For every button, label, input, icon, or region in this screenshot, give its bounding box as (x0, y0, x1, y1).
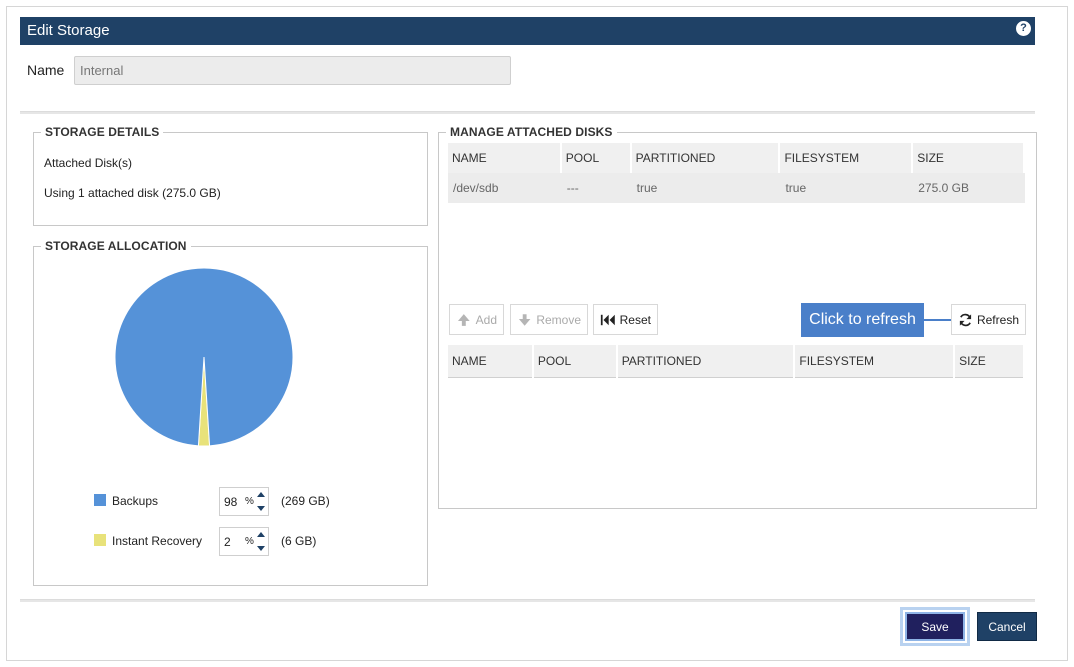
column-header-pool[interactable]: POOL (560, 143, 632, 173)
remove-button-label: Remove (536, 312, 581, 327)
help-icon[interactable]: ? (1016, 21, 1031, 36)
instant-recovery-swatch (94, 534, 106, 546)
name-label: Name (27, 62, 65, 78)
backups-percent-value[interactable]: 98 (224, 495, 238, 509)
tooltip-pointer-line (924, 319, 957, 321)
cell-filesystem: true (779, 173, 914, 203)
name-input[interactable]: Internal (74, 56, 511, 85)
storage-details-panel: STORAGE DETAILS Attached Disk(s) Using 1… (33, 125, 428, 226)
add-button[interactable]: Add (449, 304, 504, 335)
column-header-size[interactable]: SIZE (912, 143, 1025, 173)
remove-button[interactable]: Remove (510, 304, 588, 335)
cell-name: /dev/sdb (448, 173, 562, 203)
percent-unit: % (245, 536, 254, 547)
column-header-partitioned[interactable]: PARTITIONED (616, 345, 796, 378)
cell-size: 275.0 GB (912, 173, 1025, 203)
increment-arrow-icon[interactable] (257, 492, 265, 497)
attached-disks-label: Attached Disk(s) (44, 156, 133, 170)
save-button-focus-ring (900, 607, 970, 646)
column-header-name[interactable]: NAME (448, 143, 562, 173)
refresh-button-label: Refresh (976, 312, 1019, 327)
cancel-button[interactable]: Cancel (977, 612, 1037, 641)
backups-size: (269 GB) (281, 494, 330, 508)
add-button-label: Add (475, 312, 497, 327)
storage-allocation-panel: STORAGE ALLOCATION (33, 239, 428, 586)
storage-details-legend: STORAGE DETAILS (41, 125, 164, 139)
refresh-button[interactable]: Refresh (951, 304, 1026, 335)
attached-disks-table: NAME POOL PARTITIONED FILESYSTEM SIZE /d… (448, 143, 1025, 203)
column-header-filesystem[interactable]: FILESYSTEM (779, 143, 914, 173)
instant-recovery-percent-spinner[interactable]: 2 % (219, 527, 269, 556)
arrow-down-icon (518, 313, 531, 326)
dialog-titlebar: Edit Storage ? (20, 17, 1035, 45)
backups-swatch (94, 494, 106, 506)
bottom-divider (20, 599, 1035, 602)
dialog-title: Edit Storage (27, 22, 110, 39)
instant-recovery-percent-value[interactable]: 2 (224, 535, 231, 549)
rewind-icon (600, 314, 615, 325)
pie-slice-backups (114, 267, 294, 447)
column-header-pool[interactable]: POOL (532, 345, 618, 378)
column-header-filesystem[interactable]: FILESYSTEM (794, 345, 956, 378)
table-header-row: NAME POOL PARTITIONED FILESYSTEM SIZE (448, 345, 1025, 378)
increment-arrow-icon[interactable] (257, 532, 265, 537)
decrement-arrow-icon[interactable] (257, 506, 265, 511)
cell-pool: --- (560, 173, 632, 203)
column-header-size[interactable]: SIZE (954, 345, 1025, 378)
save-button[interactable]: Save (905, 612, 965, 641)
allocation-pie-chart (114, 267, 294, 447)
storage-allocation-legend: STORAGE ALLOCATION (41, 239, 191, 253)
available-disks-table: NAME POOL PARTITIONED FILESYSTEM SIZE (448, 345, 1025, 378)
reset-button-label: Reset (619, 312, 651, 327)
reset-button[interactable]: Reset (593, 304, 658, 335)
refresh-tooltip: Click to refresh (801, 303, 924, 337)
column-header-name[interactable]: NAME (448, 345, 534, 378)
column-header-partitioned[interactable]: PARTITIONED (630, 143, 781, 173)
backups-percent-spinner[interactable]: 98 % (219, 487, 269, 516)
refresh-icon (959, 313, 972, 326)
table-header-row: NAME POOL PARTITIONED FILESYSTEM SIZE (448, 143, 1025, 173)
table-row[interactable]: /dev/sdb --- true true 275.0 GB (448, 173, 1025, 203)
arrow-up-icon (457, 313, 470, 326)
instant-recovery-label: Instant Recovery (112, 534, 203, 548)
backups-label: Backups (112, 494, 159, 508)
decrement-arrow-icon[interactable] (257, 546, 265, 551)
instant-recovery-size: (6 GB) (281, 534, 317, 548)
using-disk-text: Using 1 attached disk (275.0 GB) (44, 186, 221, 200)
manage-disks-panel: MANAGE ATTACHED DISKS (438, 125, 1037, 509)
percent-unit: % (245, 496, 254, 507)
manage-disks-legend: MANAGE ATTACHED DISKS (446, 125, 617, 139)
top-divider (20, 111, 1035, 114)
cell-partitioned: true (630, 173, 781, 203)
